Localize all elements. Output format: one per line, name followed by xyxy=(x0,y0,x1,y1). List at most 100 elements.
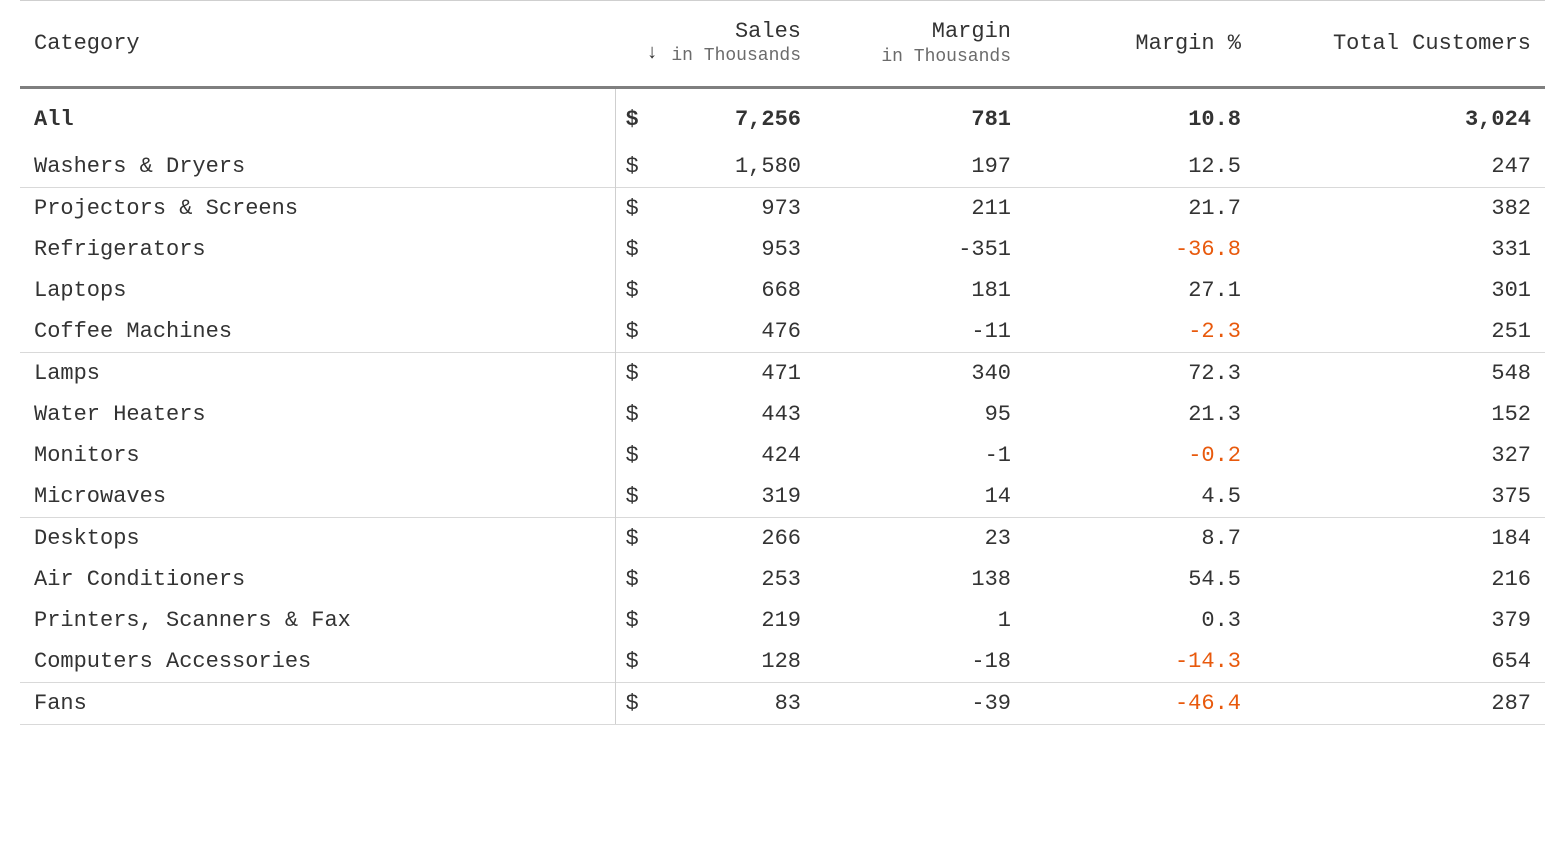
cell-value: 72.3 xyxy=(1188,361,1241,386)
cell-value: 668 xyxy=(761,278,801,303)
cell-category: Lamps xyxy=(20,352,615,394)
cell-customers: 3,024 xyxy=(1255,87,1545,146)
table-totals-row: All$7,25678110.83,024 xyxy=(20,87,1545,146)
cell-margin-pct: 8.7 xyxy=(1025,517,1255,559)
currency-symbol: $ xyxy=(626,361,639,386)
cell-value: 327 xyxy=(1491,443,1531,468)
cell-value: 138 xyxy=(971,567,1011,592)
cell-value: Coffee Machines xyxy=(34,319,232,344)
cell-value: Lamps xyxy=(34,361,100,386)
col-header-sublabel: in Thousands xyxy=(671,46,801,67)
cell-category: Monitors xyxy=(20,435,615,476)
col-header-label: Category xyxy=(34,31,140,56)
cell-customers: 331 xyxy=(1255,229,1545,270)
cell-sales: $219 xyxy=(615,600,815,641)
cell-value: 21.3 xyxy=(1188,402,1241,427)
col-header-category[interactable]: Category xyxy=(20,1,615,88)
currency-symbol: $ xyxy=(626,196,639,221)
col-header-customers[interactable]: Total Customers xyxy=(1255,1,1545,88)
cell-value: 287 xyxy=(1491,691,1531,716)
cell-value: -18 xyxy=(971,649,1011,674)
cell-customers: 251 xyxy=(1255,311,1545,353)
cell-value: Air Conditioners xyxy=(34,567,245,592)
cell-value: 7,256 xyxy=(735,107,801,132)
sort-desc-icon: ↓ xyxy=(640,44,658,64)
cell-value: -0.2 xyxy=(1188,443,1241,468)
cell-value: 21.7 xyxy=(1188,196,1241,221)
cell-customers: 287 xyxy=(1255,682,1545,724)
table-row: Laptops$66818127.1301 xyxy=(20,270,1545,311)
cell-sales: $424 xyxy=(615,435,815,476)
cell-margin: 181 xyxy=(815,270,1025,311)
cell-value: Refrigerators xyxy=(34,237,206,262)
cell-category: Microwaves xyxy=(20,476,615,518)
cell-value: 12.5 xyxy=(1188,154,1241,179)
currency-symbol: $ xyxy=(626,526,639,551)
cell-value: 95 xyxy=(985,402,1011,427)
cell-value: -1 xyxy=(985,443,1011,468)
col-header-margin[interactable]: Margin in Thousands xyxy=(815,1,1025,88)
sales-table-container: Category ↓ Sales in Thousands Margin in … xyxy=(0,0,1565,725)
cell-value: 251 xyxy=(1491,319,1531,344)
cell-margin-pct: 0.3 xyxy=(1025,600,1255,641)
cell-value: Microwaves xyxy=(34,484,166,509)
cell-margin: -39 xyxy=(815,682,1025,724)
cell-customers: 184 xyxy=(1255,517,1545,559)
currency-symbol: $ xyxy=(626,402,639,427)
table-row: Projectors & Screens$97321121.7382 xyxy=(20,187,1545,229)
cell-customers: 654 xyxy=(1255,641,1545,683)
currency-symbol: $ xyxy=(626,691,639,716)
cell-margin: -11 xyxy=(815,311,1025,353)
cell-value: 1 xyxy=(998,608,1011,633)
cell-value: Fans xyxy=(34,691,87,716)
cell-customers: 301 xyxy=(1255,270,1545,311)
cell-value: 331 xyxy=(1491,237,1531,262)
cell-value: 128 xyxy=(761,649,801,674)
cell-margin: 1 xyxy=(815,600,1025,641)
cell-category: Printers, Scanners & Fax xyxy=(20,600,615,641)
cell-category: Washers & Dryers xyxy=(20,146,615,188)
table-row: Printers, Scanners & Fax$21910.3379 xyxy=(20,600,1545,641)
cell-value: 654 xyxy=(1491,649,1531,674)
cell-value: 3,024 xyxy=(1465,107,1531,132)
table-row: Computers Accessories$128-18-14.3654 xyxy=(20,641,1545,683)
cell-value: 548 xyxy=(1491,361,1531,386)
cell-customers: 327 xyxy=(1255,435,1545,476)
currency-symbol: $ xyxy=(626,154,639,179)
table-row: Refrigerators $953 -351 -36.8 331 xyxy=(20,229,1545,270)
cell-margin: 14 xyxy=(815,476,1025,518)
col-header-sublabel: in Thousands xyxy=(829,47,1011,68)
col-header-sales[interactable]: ↓ Sales in Thousands xyxy=(615,1,815,88)
cell-value: Monitors xyxy=(34,443,140,468)
cell-value: 0.3 xyxy=(1201,608,1241,633)
cell-margin: 340 xyxy=(815,352,1025,394)
cell-sales: $319 xyxy=(615,476,815,518)
cell-sales: $443 xyxy=(615,394,815,435)
col-header-label: Margin xyxy=(932,19,1011,44)
cell-category: Desktops xyxy=(20,517,615,559)
col-header-margin-pct[interactable]: Margin % xyxy=(1025,1,1255,88)
cell-category: Projectors & Screens xyxy=(20,187,615,229)
cell-value: -11 xyxy=(971,319,1011,344)
cell-margin: 23 xyxy=(815,517,1025,559)
cell-margin: 197 xyxy=(815,146,1025,188)
cell-value: Laptops xyxy=(34,278,126,303)
cell-value: -351 xyxy=(958,237,1011,262)
cell-sales: $953 xyxy=(615,229,815,270)
cell-value: Desktops xyxy=(34,526,140,551)
sales-table: Category ↓ Sales in Thousands Margin in … xyxy=(20,0,1545,725)
cell-customers: 247 xyxy=(1255,146,1545,188)
cell-margin-pct: -36.8 xyxy=(1025,229,1255,270)
currency-symbol: $ xyxy=(626,567,639,592)
cell-customers: 216 xyxy=(1255,559,1545,600)
cell-margin-pct: -2.3 xyxy=(1025,311,1255,353)
cell-value: 443 xyxy=(761,402,801,427)
currency-symbol: $ xyxy=(626,443,639,468)
cell-value: 253 xyxy=(761,567,801,592)
cell-value: 10.8 xyxy=(1188,107,1241,132)
table-row: Washers & Dryers$1,58019712.5247 xyxy=(20,146,1545,188)
cell-value: Washers & Dryers xyxy=(34,154,245,179)
cell-value: -2.3 xyxy=(1188,319,1241,344)
cell-margin: -1 xyxy=(815,435,1025,476)
cell-margin-pct: 10.8 xyxy=(1025,87,1255,146)
